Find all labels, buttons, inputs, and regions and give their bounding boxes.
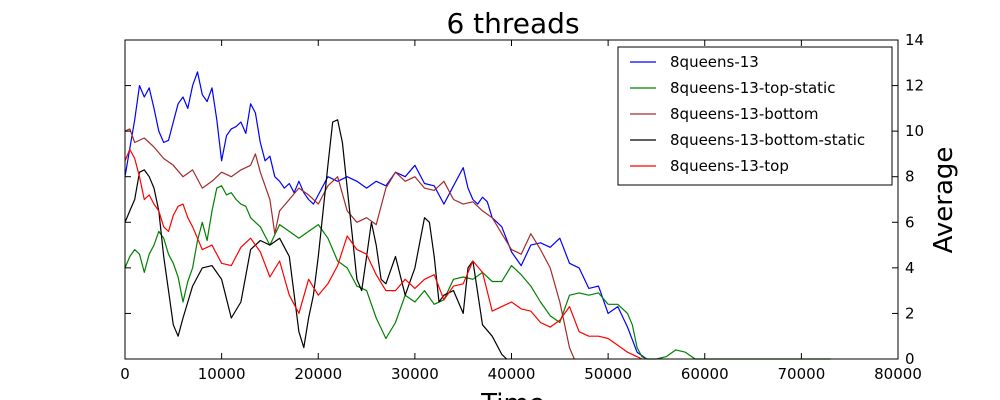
x-tick-label: 50000 xyxy=(584,365,632,383)
legend-label-4: 8queens-13-bottom-static xyxy=(670,131,865,149)
x-tick-label: 30000 xyxy=(391,365,439,383)
y-tick-label: 10 xyxy=(905,122,924,140)
y-tick-label: 12 xyxy=(905,77,924,95)
series-line-1 xyxy=(124,71,648,360)
legend-box xyxy=(617,46,893,186)
legend-label-1: 8queens-13 xyxy=(670,53,759,71)
y-tick-label: 6 xyxy=(905,213,915,231)
y-tick-label: 0 xyxy=(905,350,915,368)
x-tick-label: 20000 xyxy=(294,365,342,383)
y-tick-label: 8 xyxy=(905,168,915,186)
legend: 8queens-13 8queens-13-top-static 8queens-1… xyxy=(617,46,893,186)
legend-label-3: 8queens-13-bottom xyxy=(670,105,819,123)
legend-label-5: 8queens-13-top xyxy=(670,157,789,175)
x-tick-label: 60000 xyxy=(681,365,729,383)
series-layer xyxy=(124,71,831,360)
x-axis-title: Time xyxy=(480,389,545,400)
y-axis-title: Average xyxy=(929,147,959,254)
x-tick-label: 70000 xyxy=(778,365,826,383)
y-tick-label: 4 xyxy=(905,259,915,277)
series-line-5 xyxy=(124,148,643,360)
x-tick-label: 10000 xyxy=(198,365,246,383)
x-axis-ticks: 0 10000 20000 30000 40000 50000 60000 70000 8000… xyxy=(120,40,922,383)
legend-label-2: 8queens-13-top-static xyxy=(670,79,835,97)
x-tick-label: 40000 xyxy=(488,365,536,383)
x-tick-label: 80000 xyxy=(874,365,922,383)
x-tick-label: 0 xyxy=(120,365,130,383)
series-line-2 xyxy=(124,185,831,360)
y-tick-label: 14 xyxy=(905,31,924,49)
y-axis-ticks: 0 2 4 6 8 10 12 14 xyxy=(125,31,924,368)
series-line-4 xyxy=(124,119,508,360)
chart-title: 6 threads xyxy=(446,7,579,40)
series-line-3 xyxy=(124,128,575,360)
y-tick-label: 2 xyxy=(905,304,915,322)
